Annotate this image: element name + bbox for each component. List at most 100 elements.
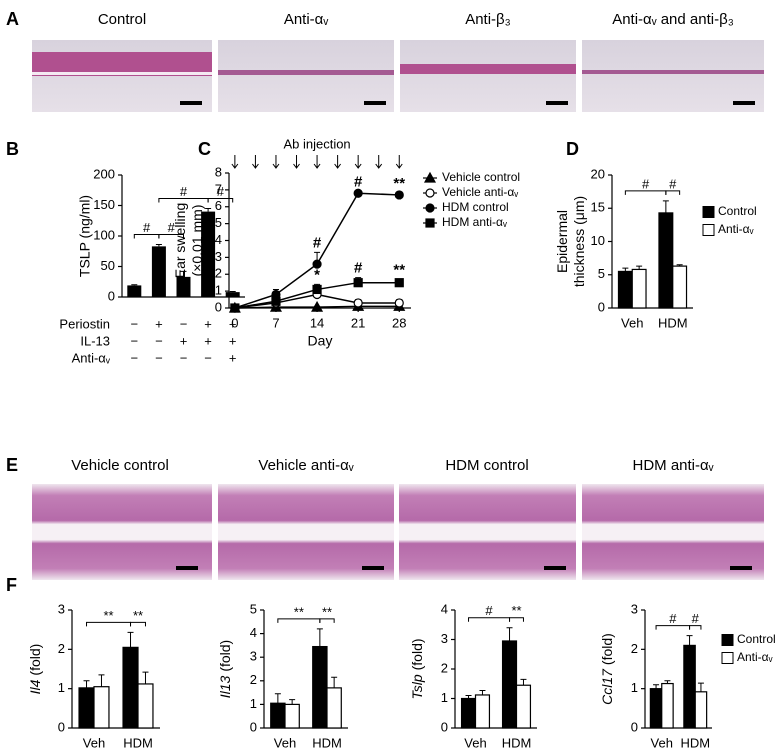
bar bbox=[683, 644, 696, 729]
significance-label: ** bbox=[103, 608, 113, 623]
y-tick-label: 1 bbox=[58, 680, 65, 695]
error-bar bbox=[98, 674, 105, 687]
x-tick-label: HDM bbox=[680, 735, 710, 750]
y-axis-label: Epidermal bbox=[554, 210, 570, 273]
significance-label: # bbox=[180, 184, 188, 199]
condition-mark: − bbox=[155, 333, 163, 348]
panel-label: D bbox=[566, 139, 579, 159]
image-title: Control bbox=[98, 11, 146, 28]
significance-label: # bbox=[485, 603, 493, 618]
condition-mark: + bbox=[229, 333, 237, 348]
x-axis-label: Day bbox=[308, 333, 333, 349]
bar bbox=[176, 276, 191, 297]
error-bar bbox=[697, 682, 704, 692]
error-bar bbox=[331, 676, 338, 688]
chart: 0 5 10 15 20 Epidermal thickness (μm) Veh HDM # # C… bbox=[554, 166, 756, 330]
y-tick-label: 1 bbox=[441, 690, 448, 705]
significance-bracket bbox=[158, 198, 209, 203]
significance-label: # bbox=[692, 611, 700, 626]
x-tick-label: Veh bbox=[83, 735, 105, 750]
histology-image bbox=[32, 484, 212, 580]
chart: 0 1 2 3 Il4 (fold) Veh HDM ** ** bbox=[27, 601, 160, 750]
chart: 0 1 2 3 4 5 Il13 (fold) Veh HDM ** ** bbox=[217, 601, 348, 750]
image-title: HDM anti-αᵥ bbox=[633, 457, 714, 474]
injection-arrow bbox=[354, 155, 362, 169]
significance-label: # bbox=[217, 184, 225, 199]
x-tick-label: HDM bbox=[658, 315, 688, 330]
bar bbox=[617, 270, 633, 309]
marker bbox=[394, 298, 404, 308]
error-bar bbox=[289, 699, 296, 705]
marker bbox=[394, 278, 404, 288]
error-bar bbox=[653, 684, 660, 689]
y-tick-label: 3 bbox=[58, 601, 65, 616]
x-tick-label: HDM bbox=[123, 735, 153, 750]
bar bbox=[501, 640, 518, 729]
condition-mark: − bbox=[131, 316, 139, 331]
significance-bracket bbox=[665, 190, 681, 195]
y-tick-label: 2 bbox=[441, 660, 448, 675]
condition-name: Anti-αᵥ bbox=[72, 350, 111, 365]
condition-mark: + bbox=[180, 333, 188, 348]
y-tick-label: 3 bbox=[215, 249, 222, 264]
legend-label: Anti-αᵥ bbox=[737, 650, 773, 664]
injection-arrow bbox=[313, 155, 321, 169]
y-tick-label: 2 bbox=[58, 641, 65, 656]
legend-label: HDM control bbox=[442, 200, 509, 214]
marker bbox=[353, 188, 363, 198]
histology-image bbox=[32, 40, 212, 112]
bar bbox=[515, 684, 532, 729]
error-bar bbox=[479, 690, 486, 695]
x-tick-label: Veh bbox=[651, 735, 673, 750]
y-tick-label: 5 bbox=[250, 601, 257, 616]
y-tick-label: 0 bbox=[631, 719, 638, 734]
bar bbox=[460, 697, 477, 729]
significance-bracket bbox=[319, 618, 335, 623]
legend-label: Control bbox=[737, 632, 775, 646]
injection-arrow bbox=[395, 155, 403, 169]
y-tick-label: 5 bbox=[215, 215, 222, 230]
error-bar bbox=[142, 671, 149, 684]
x-tick-label: 7 bbox=[272, 315, 279, 330]
bar bbox=[326, 687, 342, 729]
y-axis-label-unit: (fold) bbox=[27, 644, 43, 676]
marker bbox=[425, 218, 435, 228]
condition-mark: − bbox=[131, 350, 139, 365]
significance-label: # bbox=[669, 611, 677, 626]
significance-label: ** bbox=[393, 261, 405, 278]
injection-arrow bbox=[272, 155, 280, 169]
significance-bracket bbox=[207, 198, 234, 203]
histology-image bbox=[218, 484, 394, 580]
legend-label: Anti-αᵥ bbox=[718, 222, 754, 236]
y-axis-label: (×0.01 mm) bbox=[189, 205, 205, 277]
bar bbox=[672, 265, 688, 309]
y-axis-label-gene: Il13 bbox=[217, 675, 233, 698]
significance-bracket bbox=[468, 617, 511, 622]
y-tick-label: 0 bbox=[108, 288, 115, 303]
significance-label: ** bbox=[393, 175, 405, 192]
image-title: Anti-αᵥ and anti-β₃ bbox=[612, 11, 734, 28]
error-bar bbox=[180, 270, 187, 277]
x-tick-label: 14 bbox=[310, 315, 324, 330]
y-tick-label: 10 bbox=[591, 233, 605, 248]
y-tick-label: 8 bbox=[215, 164, 222, 179]
error-bar bbox=[155, 244, 162, 247]
marker bbox=[271, 296, 281, 306]
y-tick-label: 4 bbox=[250, 625, 257, 640]
condition-mark: + bbox=[204, 333, 212, 348]
histology-image bbox=[582, 40, 764, 112]
bar bbox=[270, 702, 286, 729]
legend-label: Vehicle anti-αᵥ bbox=[442, 185, 518, 199]
marker bbox=[353, 298, 363, 308]
panel-label: A bbox=[6, 9, 19, 29]
injection-arrow bbox=[231, 155, 239, 169]
y-axis-label-gene: Ccl17 bbox=[599, 668, 615, 705]
condition-mark: − bbox=[180, 316, 188, 331]
significance-bracket bbox=[509, 617, 524, 622]
significance-label: # bbox=[313, 234, 322, 251]
injection-arrow bbox=[252, 155, 259, 169]
x-tick-label: HDM bbox=[312, 735, 342, 750]
chart: 0 1 2 3 Ccl17 (fold) Veh HDM # # Control Anti-αᵥ bbox=[599, 601, 775, 750]
condition-mark: + bbox=[155, 316, 163, 331]
